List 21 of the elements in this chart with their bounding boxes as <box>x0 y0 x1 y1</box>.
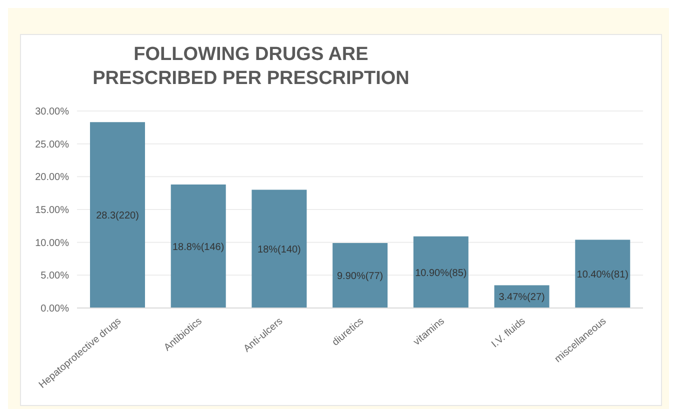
data-label: 18.8%(146) <box>172 242 224 253</box>
y-tick-label: 5.00% <box>40 270 70 282</box>
data-label: 10.90%(85) <box>415 268 467 279</box>
y-tick-label: 15.00% <box>35 205 70 216</box>
data-label: 28.3(220) <box>96 210 139 222</box>
bar <box>332 242 388 308</box>
y-tick-label: 20.00% <box>35 172 70 184</box>
bar <box>575 240 630 308</box>
bar <box>252 190 307 308</box>
data-label: 3.47%(27) <box>498 292 545 304</box>
bar <box>90 122 145 308</box>
y-tick-label: 25.00% <box>35 139 70 150</box>
bar <box>170 184 226 308</box>
data-label: 10.40%(81) <box>576 269 628 280</box>
bar <box>413 236 468 308</box>
y-tick-label: 30.00% <box>35 106 70 118</box>
y-tick-label: 10.00% <box>35 238 70 249</box>
data-label: 18%(140) <box>258 244 301 256</box>
y-tick-label: 0.00% <box>40 304 70 315</box>
chart-title: FOLLOWING DRUGS ARE PRESCRIBED PER PRESCRIPTION <box>92 43 410 91</box>
data-label: 9.90%(77) <box>337 271 384 282</box>
